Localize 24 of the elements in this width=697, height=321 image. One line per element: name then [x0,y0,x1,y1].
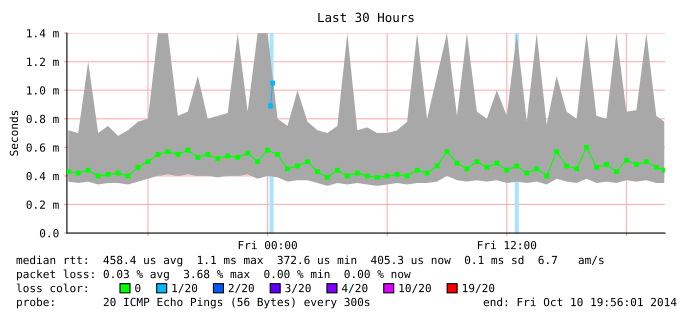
legend-label: 4/20 [342,284,368,294]
y-axis-title: Seconds [10,110,18,156]
legend-label: 19/20 [462,284,494,294]
text: probe: 20 ICMP Echo Pings (56 Bytes) every 300s [17,298,370,308]
legend-label: 0 [135,284,140,292]
y-tick-label: 0.6 m [26,143,59,152]
y-tick-label: 0.4 m [26,172,59,180]
y-tick-label: 1.2 m [27,58,59,66]
y-tick-label: 1.4 m [27,29,59,38]
y-tick-label: 0.0 [40,229,59,238]
text: median rtt: 458.4 us avg 1.1 ms max 372.6 us min 405.3 us now 0.1 ms sd 6.7 am/s [16,256,604,266]
x-tick-label: Fri 12:00 [478,240,536,250]
text: end: Fri Oct 10 19:56:01 2014 [484,298,676,306]
y-tick-label: 0.8 m [26,114,59,124]
legend-title: loss color: [16,284,87,292]
text: packet loss: 0.03 % avg 3.68 % max 0.00 % min 0.00 % now [17,270,411,280]
y-tick-label: 1.0 m [27,86,59,95]
legend-label: 2/20 [228,284,254,294]
y-tick-label: 0.2 m [26,200,59,209]
legend-label: 10/20 [399,284,431,294]
legend-label: 3/20 [285,284,311,294]
x-tick-label: Fri 00:00 [238,240,297,250]
chart-title: Last 30 Hours [318,12,414,22]
legend-label: 1/20 [172,284,198,294]
